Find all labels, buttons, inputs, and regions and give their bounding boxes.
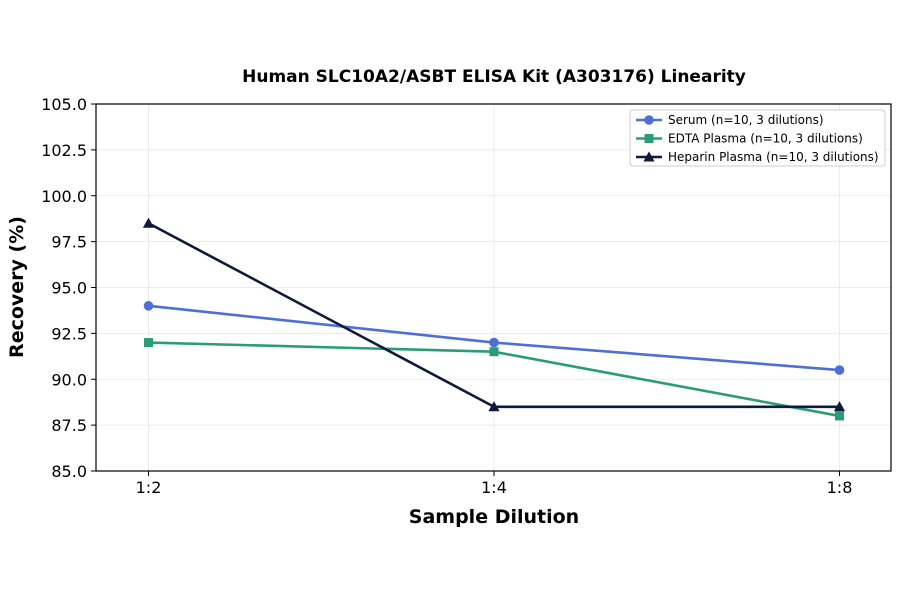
x-tick-label: 1:4 <box>481 478 507 497</box>
legend-swatch-marker <box>643 151 655 162</box>
data-point <box>142 217 155 228</box>
axis-ticks: 85.0 87.5 90.0 92.5 95.0 97.5 100.0 102.5 105.0 1… <box>41 95 852 497</box>
data-point <box>143 301 154 311</box>
legend-box <box>629 109 886 167</box>
chart-title: Human SLC10A2/ASBT ELISA Kit (A303176) L… <box>242 67 746 87</box>
y-tick-label: 105.0 <box>41 95 87 114</box>
data-point <box>489 347 499 357</box>
data-point <box>833 401 846 412</box>
y-tick-label: 102.5 <box>41 141 87 160</box>
data-point <box>489 337 499 348</box>
y-axis-label: Recovery (%) <box>6 216 28 358</box>
legend-entry: EDTA Plasma (n=10, 3 dilutions) <box>636 132 863 146</box>
data-point <box>488 401 500 412</box>
y-tick-label: 97.5 <box>51 233 87 252</box>
legend-entry: Heparin Plasma (n=10, 3 dilutions) <box>636 150 879 164</box>
series-1 <box>143 301 845 375</box>
legend-label: Serum (n=10, 3 dilutions) <box>668 113 824 127</box>
legend-entry: Serum (n=10, 3 dilutions) <box>636 113 824 127</box>
legend-swatch-marker <box>644 134 654 143</box>
legend-label: EDTA Plasma (n=10, 3 dilutions) <box>668 132 863 146</box>
x-axis-label: Sample Dilution <box>409 506 579 528</box>
y-tick-label: 87.5 <box>51 416 87 435</box>
x-tick-label: 1:8 <box>827 478 853 497</box>
data-point <box>835 411 844 421</box>
data-point <box>834 365 845 375</box>
series-3 <box>142 217 846 412</box>
y-tick-label: 90.0 <box>51 370 87 389</box>
legend-swatch-marker <box>644 115 654 125</box>
x-tick-label: 1:2 <box>136 478 162 497</box>
y-tick-label: 92.5 <box>51 324 87 343</box>
y-tick-label: 95.0 <box>51 279 87 298</box>
legend: Serum (n=10, 3 dilutions) EDTA Plasma (n=… <box>629 109 886 167</box>
legend-label: Heparin Plasma (n=10, 3 dilutions) <box>668 150 879 164</box>
series-2 <box>144 338 844 421</box>
y-tick-label: 85.0 <box>51 462 87 481</box>
data-point <box>144 338 153 348</box>
series-layer <box>142 217 846 421</box>
y-tick-label: 100.0 <box>41 187 87 206</box>
